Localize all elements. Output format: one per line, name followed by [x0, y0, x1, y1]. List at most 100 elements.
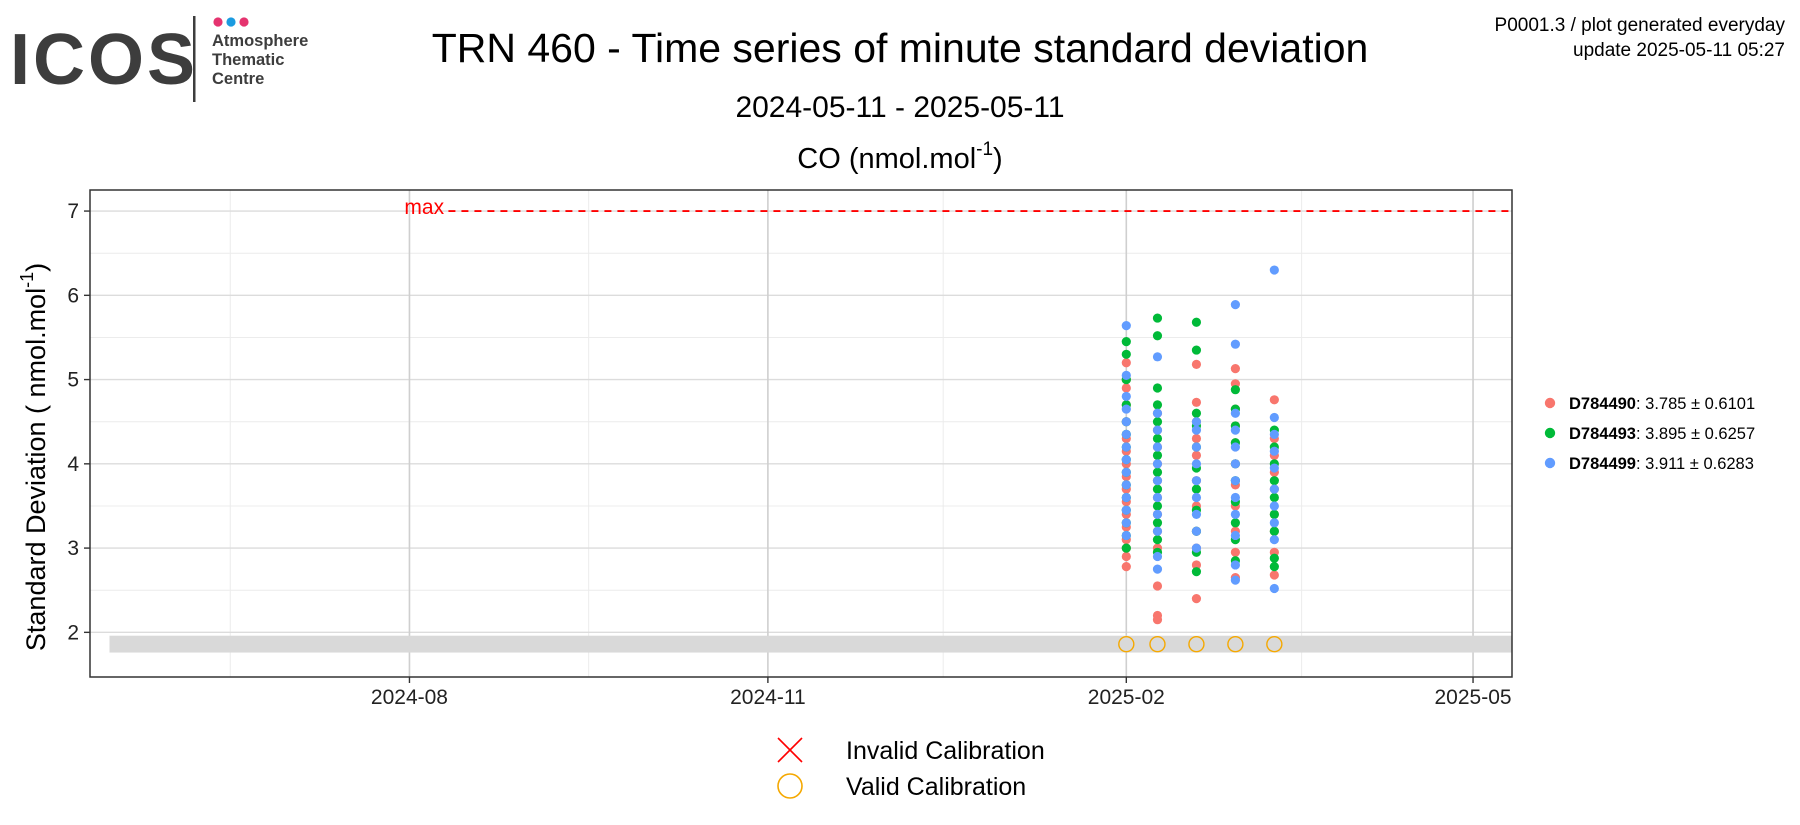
- data-point: [1121, 391, 1131, 402]
- legend-series-stats: : 3.911 ± 0.6283: [1636, 455, 1754, 473]
- data-point: [1191, 417, 1202, 427]
- chart-title-end: ): [993, 143, 1003, 175]
- data-point: [1191, 345, 1202, 355]
- logo-dot: [213, 17, 223, 27]
- data-point: [1121, 383, 1131, 393]
- chart-title-main: CO (nmol.mol: [797, 143, 976, 175]
- data-point: [1191, 594, 1202, 604]
- data-point: [1191, 408, 1202, 418]
- legend-entry: D784499: 3.911 ± 0.6283: [1569, 455, 1754, 473]
- data-point: [1121, 530, 1131, 541]
- data-point: [1121, 417, 1131, 427]
- data-point: [1269, 484, 1279, 494]
- legend-entry: D784493: 3.895 ± 0.6257: [1569, 425, 1755, 443]
- data-point: [1230, 492, 1240, 503]
- data-point: [1269, 463, 1279, 473]
- data-point: [1121, 543, 1131, 553]
- data-point: [1230, 364, 1240, 374]
- data-point: [1152, 564, 1163, 574]
- legend-series-name: D784490: [1569, 395, 1636, 413]
- data-point: [1121, 321, 1131, 331]
- plot-frame: [89, 189, 1513, 678]
- valid-calibration-marker: [1227, 635, 1244, 653]
- calibration-legend: Invalid Calibration Valid Calibration: [777, 737, 1045, 801]
- data-point: [1191, 459, 1202, 469]
- data-point: [1230, 459, 1240, 469]
- data-point: [1230, 575, 1240, 585]
- data-points: [1121, 265, 1279, 625]
- data-point: [1230, 476, 1240, 486]
- data-point: [1152, 313, 1163, 323]
- y-tick-label: 7: [67, 200, 79, 223]
- data-point: [1191, 567, 1202, 577]
- data-point: [1152, 408, 1163, 418]
- grid: [90, 190, 1512, 677]
- legend-series-name: D784499: [1569, 455, 1636, 473]
- data-point: [1121, 551, 1131, 562]
- data-point: [1152, 417, 1163, 427]
- valid-calibration-marker: [1149, 635, 1166, 653]
- data-point: [1269, 501, 1279, 511]
- data-point: [1152, 484, 1163, 494]
- x-tick-label: 2024-11: [730, 686, 806, 709]
- data-point: [1269, 476, 1279, 486]
- page-subtitle: 2024-05-11 - 2025-05-11: [735, 91, 1064, 124]
- data-point: [1152, 501, 1163, 511]
- data-point: [1269, 570, 1279, 580]
- data-point: [1152, 331, 1163, 341]
- logo-line-3: Centre: [212, 70, 264, 88]
- data-point: [1230, 425, 1240, 435]
- data-point: [1152, 352, 1163, 362]
- y-axis-label-end: ): [21, 263, 51, 272]
- data-point: [1121, 349, 1131, 359]
- data-point: [1269, 429, 1279, 439]
- data-point: [1191, 425, 1202, 435]
- data-point: [1230, 518, 1240, 528]
- data-point: [1269, 583, 1279, 594]
- valid-band: [109, 635, 1512, 653]
- valid-calibration-marker: [1118, 635, 1135, 653]
- data-point: [1191, 484, 1202, 494]
- data-point: [1191, 560, 1202, 570]
- legend-series-stats: : 3.895 ± 0.6257: [1636, 425, 1755, 443]
- page-title: TRN 460 - Time series of minute standard…: [432, 25, 1369, 71]
- logo-word: ICOS: [10, 20, 198, 100]
- data-point: [1191, 433, 1202, 444]
- data-point: [1191, 476, 1202, 486]
- data-point: [1152, 476, 1163, 486]
- data-point: [1121, 337, 1131, 347]
- data-point: [1269, 446, 1279, 456]
- legend-key: [1544, 427, 1556, 439]
- valid-calibration-marker: [1188, 635, 1205, 653]
- corner-note-1: P0001.3 / plot generated everyday: [1495, 15, 1786, 36]
- data-point: [1230, 547, 1240, 557]
- data-point: [1191, 526, 1202, 536]
- invalid-calibration-label: Invalid Calibration: [846, 737, 1045, 765]
- data-point: [1152, 492, 1163, 503]
- legend-series-name: D784493: [1569, 425, 1636, 443]
- data-point: [1230, 560, 1240, 570]
- data-point: [1152, 526, 1163, 536]
- y-axis-label: Standard Deviation ( nmol.mol-1): [17, 263, 51, 651]
- valid-calibration-marker: [1266, 635, 1283, 653]
- icos-logo: ICOS Atmosphere Thematic Centre: [10, 16, 308, 102]
- data-point: [1191, 397, 1202, 407]
- legend-series-stats: : 3.785 ± 0.6101: [1636, 395, 1755, 413]
- logo-line-1: Atmosphere: [212, 32, 308, 50]
- axes: 2 3 4 5 6 7 2024-08 2024-11 2025-02 2025-05: [67, 200, 1511, 709]
- data-point: [1191, 543, 1202, 553]
- data-point: [1152, 442, 1163, 452]
- x-tick-label: 2025-02: [1088, 686, 1165, 709]
- data-point: [1269, 553, 1279, 563]
- data-point: [1152, 433, 1163, 444]
- data-point: [1121, 518, 1131, 528]
- data-point: [1121, 505, 1131, 515]
- data-point: [1152, 581, 1163, 591]
- data-point: [1230, 385, 1240, 395]
- legend-key: [1544, 457, 1556, 469]
- legend-key: [1544, 397, 1556, 409]
- data-point: [1269, 395, 1279, 405]
- data-point: [1230, 509, 1240, 519]
